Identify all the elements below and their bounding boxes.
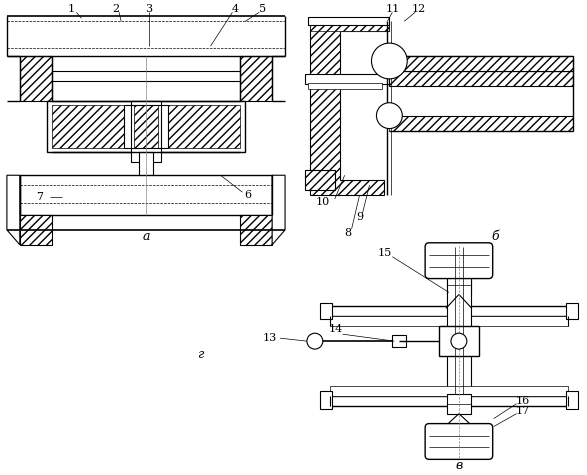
Bar <box>52 104 124 148</box>
Text: 14: 14 <box>329 324 343 334</box>
Bar <box>330 396 568 406</box>
Text: 10: 10 <box>316 197 330 207</box>
Bar <box>133 181 159 195</box>
Bar <box>134 104 158 148</box>
Circle shape <box>372 43 407 79</box>
Text: 9: 9 <box>356 212 363 222</box>
Circle shape <box>376 103 402 129</box>
Bar <box>20 56 52 101</box>
Bar <box>320 304 332 319</box>
Bar <box>566 304 578 319</box>
Text: г: г <box>197 348 204 361</box>
Text: 7: 7 <box>36 192 43 202</box>
Text: б: б <box>492 230 500 243</box>
FancyBboxPatch shape <box>425 424 492 459</box>
Bar <box>20 175 272 215</box>
Text: 17: 17 <box>515 406 529 416</box>
Bar <box>389 56 573 71</box>
Bar <box>447 275 471 294</box>
Text: 15: 15 <box>377 248 392 258</box>
Bar <box>46 101 245 152</box>
Circle shape <box>307 333 323 349</box>
Text: 11: 11 <box>385 4 400 14</box>
Text: 1: 1 <box>68 4 75 14</box>
Bar <box>310 21 389 31</box>
Bar <box>240 215 272 245</box>
Bar <box>389 115 573 131</box>
Bar <box>330 306 568 316</box>
Bar <box>308 17 389 25</box>
Text: а: а <box>142 230 150 243</box>
Bar <box>139 152 153 182</box>
Text: 2: 2 <box>113 4 120 14</box>
Text: в: в <box>456 459 463 472</box>
Bar <box>447 394 471 414</box>
Bar <box>566 391 578 408</box>
Text: 16: 16 <box>515 396 529 406</box>
Polygon shape <box>310 21 389 195</box>
Bar <box>389 71 573 86</box>
Polygon shape <box>7 175 20 245</box>
Circle shape <box>451 333 467 349</box>
Bar <box>392 335 406 347</box>
Bar <box>240 56 272 101</box>
Polygon shape <box>272 175 285 245</box>
Text: 6: 6 <box>245 190 252 200</box>
Text: 4: 4 <box>232 4 239 14</box>
Bar <box>168 104 240 148</box>
FancyBboxPatch shape <box>425 243 492 278</box>
Bar <box>131 101 161 162</box>
Text: 13: 13 <box>263 333 277 343</box>
Text: 5: 5 <box>259 4 266 14</box>
Text: 3: 3 <box>146 4 153 14</box>
Bar <box>305 170 335 190</box>
Bar <box>137 194 155 205</box>
Bar <box>320 391 332 408</box>
Text: 8: 8 <box>344 228 351 238</box>
Bar <box>439 326 479 356</box>
Bar <box>392 59 570 68</box>
Bar <box>308 83 382 89</box>
Bar <box>330 316 568 326</box>
Bar <box>305 74 389 84</box>
Bar <box>330 386 568 396</box>
Bar <box>389 56 573 71</box>
Text: 12: 12 <box>412 4 426 14</box>
Bar <box>447 247 471 394</box>
Bar <box>20 215 52 245</box>
